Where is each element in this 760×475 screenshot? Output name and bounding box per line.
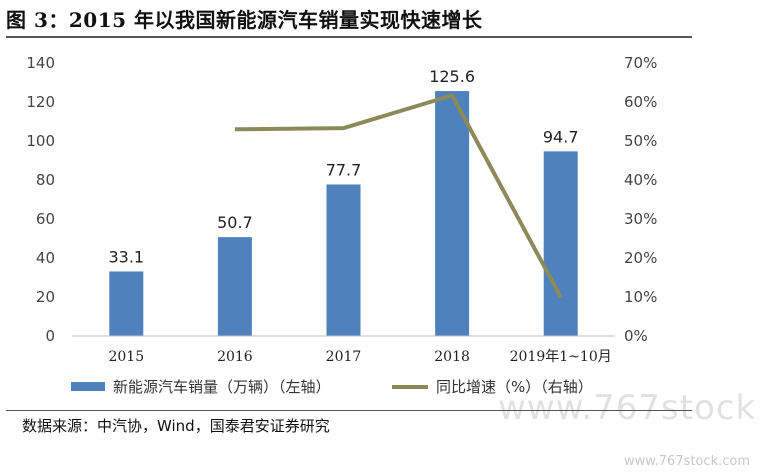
legend: 新能源汽车销量（万辆）（左轴） 同比增速（%）（右轴） [71, 378, 593, 396]
legend-line-label: 同比增速（%）（右轴） [436, 378, 593, 396]
bar-value-label: 33.1 [108, 247, 144, 266]
bar-value-label: 125.6 [429, 67, 475, 86]
source-note: 数据来源：中汽协，Wind，国泰君安证券研究 [22, 417, 330, 435]
right-tick-label: 30% [624, 210, 657, 228]
growth-rate-line [234, 93, 563, 298]
x-tick-label: 2018 [434, 349, 470, 365]
right-tick-label: 10% [624, 288, 657, 306]
left-tick-label: 60 [36, 210, 55, 228]
left-tick-label: 140 [26, 54, 55, 72]
right-tick-label: 40% [624, 171, 657, 189]
left-tick-label: 120 [26, 93, 55, 111]
bar [435, 91, 470, 336]
right-tick-label: 70% [624, 54, 657, 72]
left-axis-ticks: 0 20 40 60 80 100 120 140 [26, 54, 55, 345]
bar-value-label: 77.7 [326, 160, 362, 179]
legend-bar-swatch [71, 382, 105, 391]
left-tick-label: 0 [45, 327, 55, 345]
left-tick-label: 40 [36, 249, 55, 267]
bar-value-label: 94.7 [543, 127, 579, 146]
right-tick-label: 50% [624, 132, 657, 150]
footer-url: www.767stock.com [623, 454, 750, 469]
bar [543, 151, 578, 336]
title-divider [6, 36, 692, 38]
left-tick-label: 100 [26, 132, 55, 150]
bar-series [109, 91, 578, 336]
watermark: www.767stock.com [498, 388, 760, 428]
legend-bar-label: 新能源汽车销量（万辆）（左轴） [113, 378, 331, 396]
bar-value-label: 50.7 [217, 213, 253, 232]
figure-title: 图 3：2015 年以我国新能源汽车销量实现快速增长 [6, 8, 483, 32]
x-tick-label: 2015 [108, 349, 144, 365]
x-tick-label: 2016 [217, 349, 253, 365]
right-tick-label: 60% [624, 93, 657, 111]
bar [326, 184, 361, 336]
left-tick-label: 20 [36, 288, 55, 306]
source-divider [6, 410, 692, 411]
right-tick-label: 0% [624, 327, 648, 345]
x-tick-label: 2017 [326, 349, 362, 365]
x-tick-label: 2019年1~10月 [510, 349, 612, 365]
right-axis-ticks: 0% 10% 20% 30% 40% 50% 60% 70% [624, 54, 657, 345]
right-tick-label: 20% [624, 249, 657, 267]
x-axis-ticks: 2015 2016 2017 2018 2019年1~10月 [108, 349, 611, 365]
bar-data-labels: 33.1 50.7 77.7 125.6 94.7 [108, 67, 578, 266]
left-tick-label: 80 [36, 171, 55, 189]
bar [217, 237, 252, 336]
bar [109, 271, 144, 336]
